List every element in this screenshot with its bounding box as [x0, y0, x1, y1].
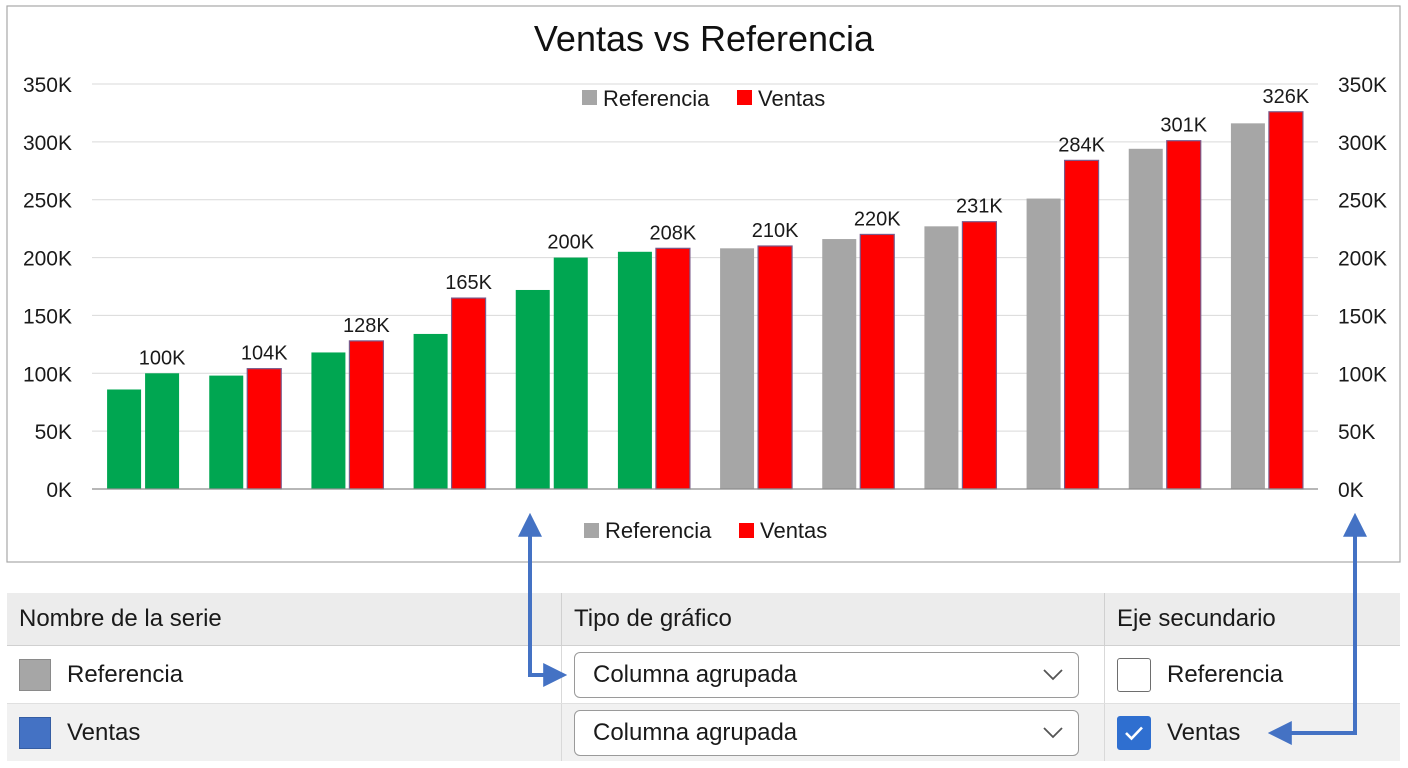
legend-swatch-referencia: [584, 523, 599, 538]
data-label: 165K: [445, 272, 492, 294]
chart-type-dropdown[interactable]: Columna agrupada: [574, 651, 1079, 698]
series-color-swatch[interactable]: [19, 716, 51, 749]
data-label: 326K: [1263, 86, 1310, 108]
bar-referencia[interactable]: [1026, 198, 1061, 490]
legend-label-referencia: Referencia: [603, 86, 710, 111]
data-label: 128K: [343, 315, 390, 337]
y2-tick-label: 150K: [1338, 305, 1387, 328]
bar-ventas[interactable]: [1166, 140, 1202, 490]
header-chart-type: Tipo de gráfico: [561, 593, 1105, 646]
bar-referencia[interactable]: [924, 226, 959, 490]
data-labels: 100K 104K 128K 165K 200K 208K 210K 220K 231K 284K…: [139, 86, 1310, 370]
bar-ventas[interactable]: [757, 245, 793, 490]
bar-ventas[interactable]: [961, 221, 998, 490]
y2-tick-label: 300K: [1338, 132, 1387, 155]
y2-tick-label: 50K: [1338, 421, 1375, 444]
y-axis-secondary: 0K 50K 100K 150K 200K 250K 300K 350K: [1338, 74, 1387, 502]
bar-referencia[interactable]: [822, 239, 857, 489]
y-tick-label: 100K: [23, 363, 72, 386]
bar-ventas[interactable]: [246, 368, 282, 490]
header-series-name: Nombre de la serie: [7, 593, 562, 646]
y-tick-label: 250K: [23, 190, 72, 213]
series-name: Ventas: [67, 718, 141, 746]
legend-swatch-referencia: [582, 90, 597, 105]
bar-ventas[interactable]: [348, 340, 385, 490]
bar-ventas[interactable]: [859, 233, 895, 490]
data-label: 284K: [1058, 134, 1105, 156]
table-header-row: Nombre de la serie Tipo de gráfico Eje s…: [7, 593, 1400, 646]
bar-referencia[interactable]: [209, 375, 244, 489]
secondary-axis-cell: Ventas: [1104, 703, 1400, 761]
series-name: Referencia: [67, 660, 184, 688]
y-tick-label: 300K: [23, 132, 72, 155]
chart-type-cell: Columna agrupada: [561, 645, 1105, 704]
secondary-axis-checkbox[interactable]: [1117, 715, 1151, 750]
legend-swatch-ventas: [737, 90, 752, 105]
bar-ventas[interactable]: [1268, 111, 1304, 490]
secondary-axis-label: Ventas: [1167, 718, 1241, 746]
series-color-swatch[interactable]: [19, 658, 51, 691]
bar-ventas[interactable]: [553, 257, 588, 489]
legend-top[interactable]: Referencia Ventas: [582, 86, 825, 111]
bar-ventas[interactable]: [145, 373, 180, 489]
bar-ventas[interactable]: [450, 297, 487, 490]
chart-title: Ventas vs Referencia: [534, 18, 875, 59]
bar-referencia[interactable]: [720, 248, 755, 489]
header-secondary-axis: Eje secundario: [1104, 593, 1400, 646]
data-label: 208K: [650, 222, 697, 244]
series-name-cell: Referencia: [7, 645, 562, 704]
chart-type-cell: Columna agrupada: [561, 703, 1105, 761]
chevron-down-icon: [1043, 668, 1063, 680]
y2-tick-label: 250K: [1338, 190, 1387, 213]
secondary-axis-cell: Referencia: [1104, 645, 1400, 704]
chart-type-dropdown[interactable]: Columna agrupada: [574, 709, 1079, 756]
table-row: Ventas Columna agrupada Ventas: [7, 703, 1400, 761]
chart: Ventas vs Referencia 0K 50K 100K 150K 200K 25…: [6, 5, 1401, 563]
secondary-axis-checkbox[interactable]: [1117, 657, 1151, 692]
y-axis-primary: 0K 50K 100K 150K 200K 250K 300K 350K: [23, 74, 72, 502]
y-tick-label: 350K: [23, 74, 72, 97]
bar-ventas[interactable]: [1063, 159, 1100, 490]
data-label: 210K: [752, 220, 799, 242]
secondary-axis-label: Referencia: [1167, 660, 1284, 688]
chevron-down-icon: [1043, 726, 1063, 738]
data-label: 231K: [956, 196, 1003, 218]
series-name-cell: Ventas: [7, 703, 562, 761]
y-tick-label: 50K: [35, 421, 72, 444]
bar-referencia[interactable]: [413, 333, 448, 489]
bar-ventas[interactable]: [655, 247, 691, 490]
y-tick-label: 150K: [23, 305, 72, 328]
data-label: 104K: [241, 343, 288, 365]
legend-bottom[interactable]: Referencia Ventas: [584, 518, 827, 543]
chart-type-value: Columna agrupada: [593, 718, 798, 746]
series-settings-table: Nombre de la serie Tipo de gráfico Eje s…: [7, 593, 1400, 761]
bar-referencia[interactable]: [311, 352, 346, 489]
data-label: 301K: [1160, 115, 1207, 137]
legend-swatch-ventas: [739, 523, 754, 538]
y-tick-label: 200K: [23, 248, 72, 271]
legend-label-referencia: Referencia: [605, 518, 712, 543]
bar-referencia[interactable]: [617, 251, 652, 489]
table-row: Referencia Columna agrupada Referencia: [7, 645, 1400, 704]
bar-referencia[interactable]: [515, 289, 550, 489]
bar-referencia[interactable]: [1230, 123, 1265, 489]
data-label: 100K: [139, 347, 186, 369]
data-label: 220K: [854, 208, 901, 230]
y2-tick-label: 350K: [1338, 74, 1387, 97]
y2-tick-label: 0K: [1338, 479, 1364, 502]
bar-referencia[interactable]: [1128, 148, 1163, 490]
legend-label-ventas: Ventas: [758, 86, 825, 111]
checkmark-icon: [1125, 726, 1143, 740]
y-tick-label: 0K: [46, 479, 72, 502]
chart-type-value: Columna agrupada: [593, 660, 798, 688]
bar-referencia[interactable]: [107, 389, 142, 489]
y2-tick-label: 200K: [1338, 248, 1387, 271]
gridlines: [92, 83, 1318, 432]
y2-tick-label: 100K: [1338, 363, 1387, 386]
legend-label-ventas: Ventas: [760, 518, 827, 543]
data-label: 200K: [547, 232, 594, 254]
